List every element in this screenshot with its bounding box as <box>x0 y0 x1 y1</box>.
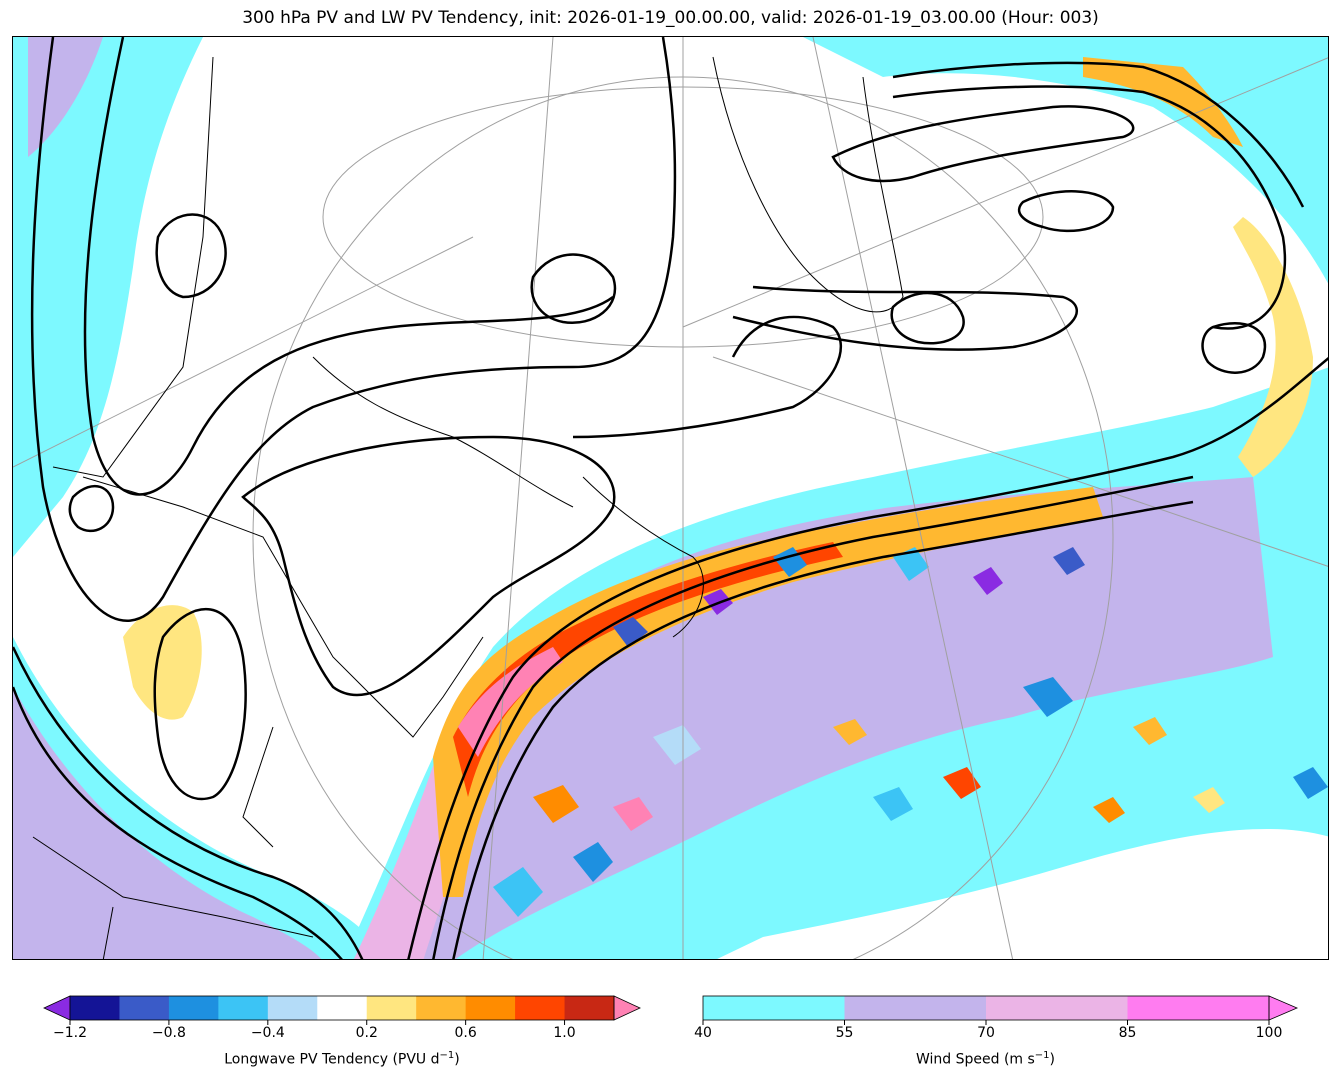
pv-tendency-label-sup: −1 <box>439 1050 455 1061</box>
pv-tick-label: −0.4 <box>250 1025 285 1041</box>
pv-contours <box>13 37 1328 959</box>
pv-tendency-colorbar-svg <box>43 995 641 1025</box>
wind-extend-max <box>1268 995 1299 1021</box>
wind-tick-label: 100 <box>1255 1025 1283 1041</box>
pv-colorbar-bin <box>218 996 269 1020</box>
pv-tick-label: −0.8 <box>151 1025 186 1041</box>
pv-tick-label: 0.2 <box>355 1025 378 1041</box>
pv-tendency-colorbar <box>43 995 641 1025</box>
pv-colorbar-bin <box>416 996 467 1020</box>
pv-colorbar-outline <box>69 995 615 1021</box>
pv-tend-yellow-west <box>123 605 202 720</box>
pv-tendency-label-end: ) <box>454 1051 460 1068</box>
jet-lavender-west <box>28 37 103 157</box>
pv-extend-max <box>613 995 641 1021</box>
wind-speed-label-end: ) <box>1049 1051 1056 1068</box>
wind-speed-colorbar-label: Wind Speed (m s−1) <box>703 1050 1268 1068</box>
wind-speed-label-text: Wind Speed (m s <box>915 1051 1035 1068</box>
pv-tendency-colorbar-label: Longwave PV Tendency (PVU d−1) <box>44 1050 640 1068</box>
wind-colorbar-bin <box>844 996 987 1020</box>
pv-colorbar-bin <box>465 996 516 1020</box>
wind-speed-colorbar-svg <box>702 995 1299 1025</box>
wind-tick-label: 55 <box>835 1025 854 1041</box>
pv-colorbar-bin <box>70 996 120 1020</box>
jet-lavender-sw <box>13 687 322 959</box>
pv-colorbar-bin <box>564 996 615 1020</box>
wind-speed-label-sup: −1 <box>1034 1050 1050 1061</box>
map-canvas <box>13 37 1328 959</box>
pv-tend-yellow-ne <box>1233 217 1313 477</box>
pv-colorbar-bin <box>267 996 318 1020</box>
pv-colorbar-bin <box>515 996 566 1020</box>
wind-speed-colorbar <box>702 995 1299 1025</box>
wind-colorbar-bin <box>986 996 1128 1020</box>
pv-colorbar-bin <box>366 996 417 1020</box>
pv-tend-positive-patches <box>533 717 1225 831</box>
wind-tick-label: 85 <box>1118 1025 1137 1041</box>
pv-tick-label: −1.2 <box>53 1025 87 1041</box>
graticule <box>13 37 1328 959</box>
wind-tick-label: 40 <box>694 1025 712 1041</box>
wind-colorbar-bin <box>703 996 845 1020</box>
wind-tick-label: 70 <box>977 1025 995 1041</box>
pv-tend-orange-ne <box>1083 57 1243 147</box>
pv-colorbar-bin <box>168 996 219 1020</box>
jet-cyan-west <box>13 37 203 557</box>
pv-colorbar-bin <box>317 996 368 1020</box>
map-panel[interactable] <box>12 36 1329 960</box>
pv-tendency-label-text: Longwave PV Tendency (PVU d <box>224 1051 440 1068</box>
pv-tick-label: 0.6 <box>454 1025 477 1041</box>
wind-colorbar-bin <box>1127 996 1270 1020</box>
pv-colorbar-bin <box>119 996 170 1020</box>
pv-extend-min <box>43 995 71 1021</box>
pv-tick-label: 1.0 <box>553 1025 576 1041</box>
figure-title: 300 hPa PV and LW PV Tendency, init: 202… <box>242 8 1099 28</box>
